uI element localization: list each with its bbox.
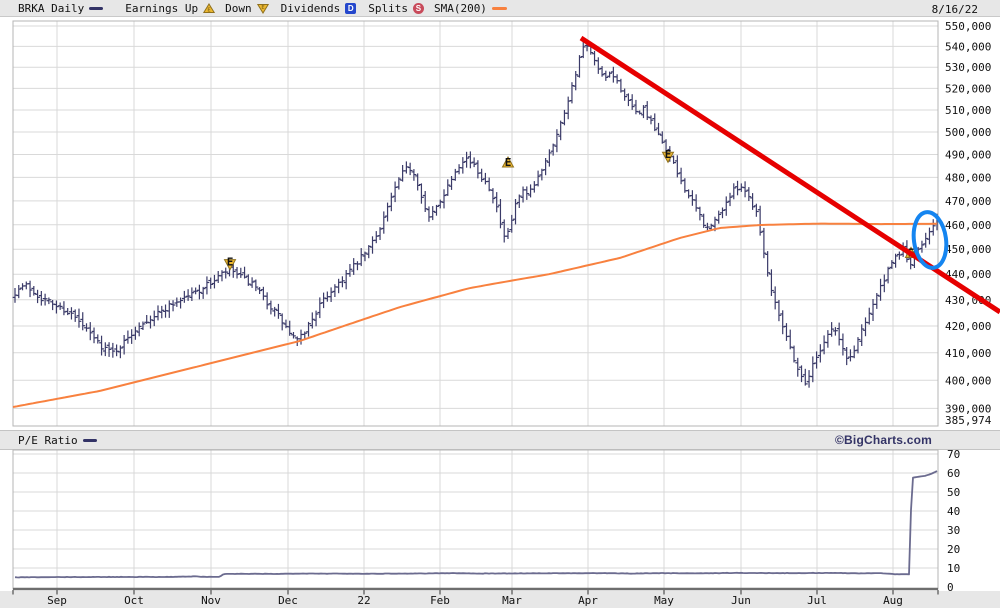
earnings-down-label: Down xyxy=(225,1,252,15)
bigcharts-watermark: ©BigCharts.com xyxy=(835,433,932,447)
pe-plot-border xyxy=(12,449,939,590)
svg-text:E: E xyxy=(665,148,672,161)
legend-bar: BRKA Daily Earnings Up E Down E Dividend… xyxy=(0,0,1000,17)
splits-legend: Splits S xyxy=(368,2,424,15)
svg-text:550,000: 550,000 xyxy=(945,20,991,33)
price-series-swatch-icon xyxy=(89,6,104,10)
pe-line xyxy=(14,470,938,579)
svg-text:430,000: 430,000 xyxy=(945,294,991,307)
dividends-legend: Dividends D xyxy=(281,2,357,15)
sma200-line xyxy=(12,222,937,408)
splits-label: Splits xyxy=(368,1,408,15)
earnings-up-marker-icon xyxy=(501,155,515,168)
svg-text:450,000: 450,000 xyxy=(945,243,991,256)
earnings-down-icon: E xyxy=(256,3,269,14)
month-axis-strip xyxy=(0,591,1000,608)
pe-ratio-legend: P/E Ratio xyxy=(18,434,97,447)
pe-series-swatch-icon xyxy=(82,438,97,442)
svg-text:540,000: 540,000 xyxy=(945,40,991,53)
svg-text:E: E xyxy=(908,247,915,260)
svg-text:440,000: 440,000 xyxy=(945,268,991,281)
price-plot-border xyxy=(12,20,939,427)
svg-text:490,000: 490,000 xyxy=(945,149,991,162)
svg-text:E: E xyxy=(505,156,512,169)
svg-text:30: 30 xyxy=(947,524,960,537)
svg-text:470,000: 470,000 xyxy=(945,195,991,208)
earnings-down-marker-icon xyxy=(661,151,675,164)
gridlines xyxy=(13,21,938,589)
split-badge-icon: S xyxy=(412,2,424,14)
dividends-label: Dividends xyxy=(280,1,341,15)
breakout-highlight-ellipse xyxy=(911,210,949,270)
svg-text:530,000: 530,000 xyxy=(945,61,991,74)
earnings-down-marker-icon xyxy=(223,259,237,271)
svg-text:510,000: 510,000 xyxy=(945,104,991,117)
svg-text:50: 50 xyxy=(947,486,960,499)
earnings-up-label: Earnings Up xyxy=(125,1,199,15)
earnings-up-icon: E xyxy=(203,2,216,13)
svg-text:420,000: 420,000 xyxy=(945,320,991,333)
ohlc-bars xyxy=(12,41,940,388)
sma-legend: SMA(200) xyxy=(434,2,507,15)
svg-text:20: 20 xyxy=(947,543,960,556)
svg-text:400,000: 400,000 xyxy=(945,374,991,387)
earnings-up-legend: Earnings Up E xyxy=(125,1,216,15)
sma-label: SMA(200) xyxy=(433,1,487,15)
svg-text:410,000: 410,000 xyxy=(945,347,991,360)
svg-text:10: 10 xyxy=(947,562,960,575)
svg-text:500,000: 500,000 xyxy=(945,126,991,139)
downtrend-line xyxy=(579,35,1000,315)
svg-text:460,000: 460,000 xyxy=(945,219,991,232)
symbol-label: BRKA Daily xyxy=(18,1,85,15)
dividend-badge-icon: D xyxy=(345,2,357,14)
sma-swatch-icon xyxy=(491,6,507,10)
svg-text:60: 60 xyxy=(947,467,960,480)
svg-text:390,000: 390,000 xyxy=(945,402,991,415)
chart-date: 8/16/22 xyxy=(931,3,978,16)
svg-text:520,000: 520,000 xyxy=(945,82,991,95)
svg-text:E: E xyxy=(227,255,234,268)
earnings-down-legend: Down E xyxy=(225,2,269,15)
svg-text:480,000: 480,000 xyxy=(945,171,991,184)
symbol-legend: BRKA Daily xyxy=(18,1,104,15)
svg-text:E: E xyxy=(261,5,264,11)
earnings-markers: E E E E xyxy=(223,148,918,271)
price-axis-labels: 550,000 540,000 530,000 520,000 510,000 500,0… xyxy=(945,20,992,594)
earnings-up-marker-icon xyxy=(904,246,918,258)
price-min-label: 385,974 xyxy=(945,414,992,427)
pe-ratio-label: P/E Ratio xyxy=(18,433,78,447)
svg-text:40: 40 xyxy=(947,505,960,518)
svg-text:E: E xyxy=(207,7,210,13)
